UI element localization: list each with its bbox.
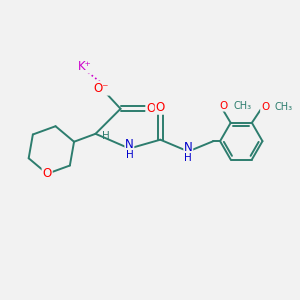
- Text: H: H: [102, 131, 110, 141]
- Text: CH₃: CH₃: [234, 101, 252, 111]
- Text: CH₃: CH₃: [275, 102, 293, 112]
- Text: H: H: [184, 153, 192, 163]
- Text: O: O: [156, 101, 165, 114]
- Text: O: O: [43, 167, 52, 180]
- Text: H: H: [125, 150, 133, 160]
- Text: N: N: [184, 141, 193, 154]
- Text: O⁻: O⁻: [94, 82, 109, 95]
- Text: K⁺: K⁺: [78, 60, 92, 73]
- Text: O: O: [220, 101, 228, 111]
- Text: N: N: [125, 139, 134, 152]
- Text: O: O: [146, 102, 155, 115]
- Text: O: O: [261, 102, 269, 112]
